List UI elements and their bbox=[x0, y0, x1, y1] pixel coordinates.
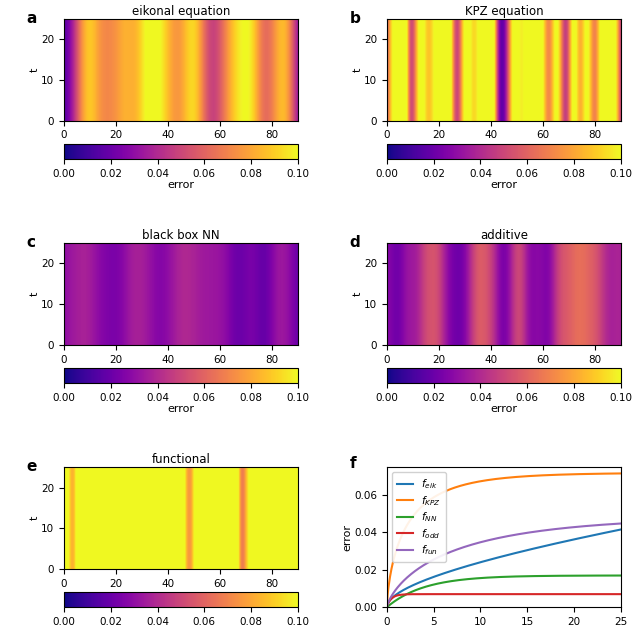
$f_{eik}$ bbox=[522, 547, 529, 555]
Y-axis label: t: t bbox=[30, 292, 40, 296]
$f_{odd}$ bbox=[384, 601, 392, 608]
X-axis label: x: x bbox=[178, 590, 184, 600]
$f_{KPZ}$ bbox=[526, 472, 534, 480]
$f_{odd}$ bbox=[554, 590, 561, 598]
$f_{NN}$ bbox=[522, 573, 529, 580]
X-axis label: error: error bbox=[490, 404, 517, 414]
Title: functional: functional bbox=[152, 453, 211, 466]
Legend: $f_{eik}$, $f_{KPZ}$, $f_{NN}$, $f_{odd}$, $f_{fun}$: $f_{eik}$, $f_{KPZ}$, $f_{NN}$, $f_{odd}… bbox=[392, 473, 446, 562]
$f_{odd}$ bbox=[522, 590, 529, 598]
$f_{fun}$ bbox=[522, 529, 530, 536]
X-axis label: error: error bbox=[168, 404, 195, 414]
Text: f: f bbox=[349, 456, 356, 471]
$f_{NN}$ bbox=[526, 572, 534, 580]
Y-axis label: t: t bbox=[353, 292, 363, 296]
$f_{NN}$ bbox=[522, 572, 530, 580]
Title: black box NN: black box NN bbox=[142, 228, 220, 242]
Y-axis label: t: t bbox=[30, 68, 40, 72]
Text: b: b bbox=[349, 11, 360, 26]
$f_{fun}$ bbox=[580, 523, 588, 530]
Title: eikonal equation: eikonal equation bbox=[132, 4, 230, 18]
Y-axis label: t: t bbox=[30, 516, 40, 520]
$f_{NN}$ bbox=[617, 572, 625, 579]
$f_{odd}$ bbox=[581, 590, 589, 598]
$f_{KPZ}$ bbox=[617, 470, 625, 477]
$f_{eik}$ bbox=[526, 546, 534, 553]
Text: d: d bbox=[349, 235, 360, 250]
$f_{fun}$ bbox=[617, 520, 625, 527]
$f_{odd}$ bbox=[383, 603, 390, 610]
X-axis label: error: error bbox=[490, 180, 517, 190]
Line: $f_{odd}$: $f_{odd}$ bbox=[387, 594, 621, 607]
$f_{KPZ}$ bbox=[383, 603, 390, 611]
Title: KPZ equation: KPZ equation bbox=[465, 4, 543, 18]
$f_{fun}$ bbox=[522, 530, 529, 537]
$f_{KPZ}$ bbox=[522, 473, 529, 480]
$f_{eik}$ bbox=[383, 603, 390, 611]
X-axis label: x: x bbox=[500, 366, 507, 376]
X-axis label: x: x bbox=[178, 142, 184, 152]
Text: e: e bbox=[27, 459, 37, 474]
$f_{odd}$ bbox=[596, 590, 604, 598]
$f_{eik}$ bbox=[384, 600, 392, 607]
$f_{eik}$ bbox=[580, 533, 588, 541]
$f_{KPZ}$ bbox=[580, 470, 588, 478]
$f_{NN}$ bbox=[580, 572, 588, 580]
$f_{fun}$ bbox=[526, 528, 534, 536]
$f_{KPZ}$ bbox=[522, 473, 530, 480]
$f_{NN}$ bbox=[595, 572, 603, 579]
Line: $f_{KPZ}$: $f_{KPZ}$ bbox=[387, 473, 621, 607]
$f_{NN}$ bbox=[384, 603, 392, 610]
$f_{odd}$ bbox=[526, 590, 534, 598]
Line: $f_{eik}$: $f_{eik}$ bbox=[387, 530, 621, 607]
Line: $f_{NN}$: $f_{NN}$ bbox=[387, 575, 621, 607]
Line: $f_{fun}$: $f_{fun}$ bbox=[387, 523, 621, 607]
$f_{eik}$ bbox=[522, 546, 530, 554]
$f_{fun}$ bbox=[384, 600, 392, 608]
$f_{odd}$ bbox=[522, 590, 530, 598]
$f_{KPZ}$ bbox=[384, 591, 392, 598]
Y-axis label: error: error bbox=[343, 524, 353, 551]
$f_{eik}$ bbox=[617, 526, 625, 533]
$f_{KPZ}$ bbox=[595, 470, 603, 478]
$f_{odd}$ bbox=[617, 590, 625, 598]
$f_{eik}$ bbox=[595, 530, 603, 538]
Text: a: a bbox=[27, 11, 37, 26]
X-axis label: x: x bbox=[500, 142, 507, 152]
Y-axis label: t: t bbox=[353, 68, 363, 72]
Title: additive: additive bbox=[480, 228, 528, 242]
Text: c: c bbox=[27, 235, 36, 250]
$f_{fun}$ bbox=[595, 521, 603, 529]
X-axis label: x: x bbox=[178, 366, 184, 376]
X-axis label: error: error bbox=[168, 180, 195, 190]
$f_{NN}$ bbox=[383, 603, 390, 611]
$f_{fun}$ bbox=[383, 603, 390, 611]
